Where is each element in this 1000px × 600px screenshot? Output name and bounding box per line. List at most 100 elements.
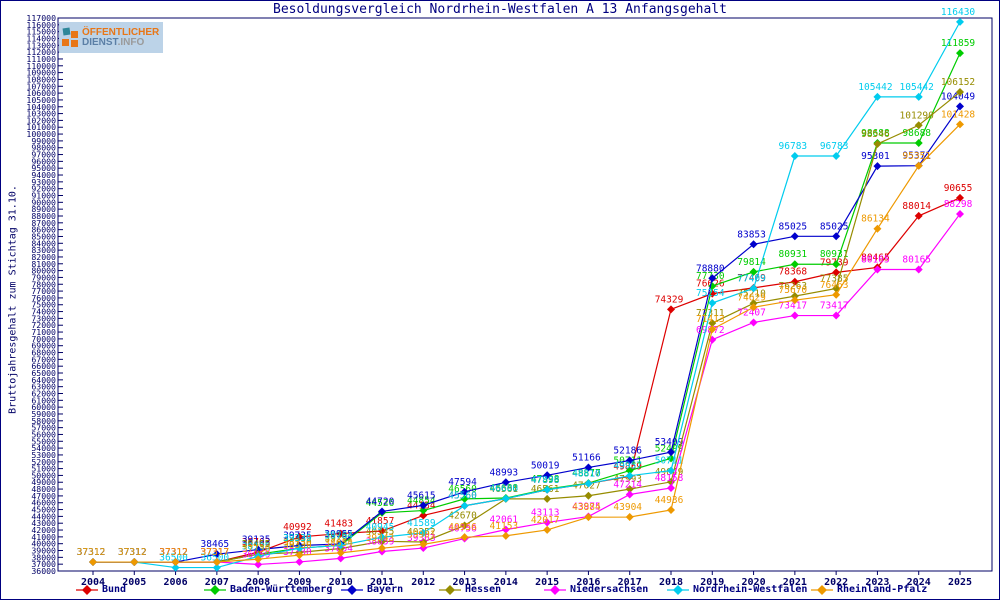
data-point-marker[interactable] bbox=[667, 466, 675, 475]
data-point-marker[interactable] bbox=[914, 265, 923, 274]
data-point-marker[interactable] bbox=[501, 525, 510, 534]
data-point-marker[interactable] bbox=[336, 529, 345, 538]
data-point-marker[interactable] bbox=[460, 533, 469, 542]
data-point-marker[interactable] bbox=[501, 478, 510, 487]
data-point-marker[interactable] bbox=[625, 471, 634, 480]
data-point-marker[interactable] bbox=[708, 274, 717, 283]
data-point-marker[interactable] bbox=[956, 209, 964, 218]
data-point-marker[interactable] bbox=[419, 528, 428, 537]
data-point-marker[interactable] bbox=[460, 494, 469, 503]
data-point-marker[interactable] bbox=[584, 491, 593, 500]
data-point-marker[interactable] bbox=[295, 532, 304, 541]
data-point-marker[interactable] bbox=[378, 533, 386, 542]
data-point-marker[interactable] bbox=[378, 544, 386, 553]
data-point-marker[interactable] bbox=[543, 525, 552, 534]
data-point-marker[interactable] bbox=[914, 139, 923, 148]
data-point-marker[interactable] bbox=[790, 311, 799, 320]
data-point-marker[interactable] bbox=[832, 311, 841, 320]
data-point-marker[interactable] bbox=[295, 551, 304, 560]
data-point-marker[interactable] bbox=[790, 232, 799, 241]
legend-item-baden-w-rttemberg[interactable]: Baden-Württemberg bbox=[204, 584, 332, 595]
legend-item-nordrhein-westfalen[interactable]: Nordrhein-Westfalen bbox=[667, 584, 807, 595]
data-point-marker[interactable] bbox=[914, 121, 923, 130]
data-point-marker[interactable] bbox=[914, 161, 923, 170]
series-bund[interactable]: 37312 37312 37312 37317 38763 40992 41483 41857… bbox=[77, 183, 973, 567]
data-point-marker[interactable] bbox=[873, 265, 882, 274]
data-point-marker[interactable] bbox=[625, 485, 634, 494]
data-point-marker[interactable] bbox=[667, 305, 675, 314]
data-point-marker[interactable] bbox=[419, 540, 428, 549]
data-point-marker[interactable] bbox=[832, 260, 841, 269]
legend-item-niedersachsen[interactable]: Niedersachsen bbox=[544, 584, 648, 595]
data-point-marker[interactable] bbox=[378, 507, 386, 516]
data-point-marker[interactable] bbox=[790, 296, 799, 305]
data-point-marker[interactable] bbox=[171, 558, 180, 567]
data-point-marker[interactable] bbox=[749, 240, 758, 249]
data-point-marker[interactable] bbox=[501, 531, 510, 540]
data-point-marker[interactable] bbox=[790, 277, 799, 286]
data-point-marker[interactable] bbox=[460, 501, 469, 510]
data-point-marker[interactable] bbox=[584, 479, 593, 488]
data-point-marker[interactable] bbox=[873, 92, 882, 101]
data-point-marker[interactable] bbox=[708, 319, 717, 328]
data-point-marker[interactable] bbox=[254, 560, 263, 569]
data-point-marker[interactable] bbox=[790, 152, 799, 161]
data-point-marker[interactable] bbox=[667, 448, 675, 457]
data-point-marker[interactable] bbox=[460, 487, 469, 496]
legend-item-bund[interactable]: Bund bbox=[76, 584, 126, 595]
data-point-marker[interactable] bbox=[625, 513, 634, 522]
data-point-marker[interactable] bbox=[378, 537, 386, 546]
legend-item-hessen[interactable]: Hessen bbox=[439, 584, 501, 595]
data-point-marker[interactable] bbox=[378, 527, 386, 536]
data-point-marker[interactable] bbox=[543, 494, 552, 503]
data-point-marker[interactable] bbox=[956, 120, 964, 129]
data-point-marker[interactable] bbox=[543, 518, 552, 527]
data-point-marker[interactable] bbox=[832, 232, 841, 241]
data-point-marker[interactable] bbox=[832, 290, 841, 299]
data-point-marker[interactable] bbox=[419, 511, 428, 520]
data-point-marker[interactable] bbox=[336, 548, 345, 557]
data-point-marker[interactable] bbox=[295, 544, 304, 553]
data-point-marker[interactable] bbox=[914, 211, 923, 220]
data-point-marker[interactable] bbox=[336, 541, 345, 550]
data-point-marker[interactable] bbox=[708, 325, 717, 334]
data-point-marker[interactable] bbox=[212, 563, 221, 572]
data-point-marker[interactable] bbox=[89, 558, 97, 567]
data-point-marker[interactable] bbox=[625, 456, 634, 465]
data-point-marker[interactable] bbox=[749, 284, 758, 293]
data-point-marker[interactable] bbox=[543, 471, 552, 480]
data-point-marker[interactable] bbox=[790, 260, 799, 269]
data-point-marker[interactable] bbox=[914, 92, 923, 101]
data-point-marker[interactable] bbox=[873, 224, 882, 233]
data-point-marker[interactable] bbox=[130, 558, 139, 567]
data-point-marker[interactable] bbox=[295, 557, 304, 566]
data-point-marker[interactable] bbox=[832, 152, 841, 161]
legend-item-rheinland-pfalz[interactable]: Rheinland-Pfalz bbox=[811, 584, 927, 595]
data-point-marker[interactable] bbox=[956, 88, 964, 97]
series-rheinland-pfalz[interactable]: 37312 37312 37312 37317 37730 38330 38654 39343… bbox=[77, 109, 976, 567]
data-point-marker[interactable] bbox=[419, 501, 428, 510]
data-point-marker[interactable] bbox=[625, 466, 634, 475]
data-point-marker[interactable] bbox=[584, 463, 593, 472]
data-point-marker[interactable] bbox=[749, 267, 758, 276]
data-point-marker[interactable] bbox=[460, 521, 469, 530]
data-point-marker[interactable] bbox=[584, 513, 593, 522]
data-point-marker[interactable] bbox=[625, 490, 634, 499]
oeffentlicher-dienst-logo[interactable]: ÖFFENTLICHER DIENST.INFO bbox=[59, 22, 163, 53]
data-point-marker[interactable] bbox=[790, 292, 799, 301]
data-point-marker[interactable] bbox=[873, 139, 882, 148]
data-point-marker[interactable] bbox=[212, 558, 221, 567]
data-point-marker[interactable] bbox=[543, 485, 552, 494]
data-point-marker[interactable] bbox=[419, 506, 428, 515]
data-point-marker[interactable] bbox=[254, 555, 263, 564]
data-point-marker[interactable] bbox=[336, 554, 345, 563]
data-point-marker[interactable] bbox=[254, 545, 263, 554]
data-point-marker[interactable] bbox=[667, 483, 675, 492]
data-point-marker[interactable] bbox=[501, 494, 510, 503]
data-point-marker[interactable] bbox=[832, 268, 841, 277]
data-point-marker[interactable] bbox=[708, 299, 717, 308]
data-point-marker[interactable] bbox=[667, 505, 675, 514]
data-point-marker[interactable] bbox=[956, 17, 964, 26]
